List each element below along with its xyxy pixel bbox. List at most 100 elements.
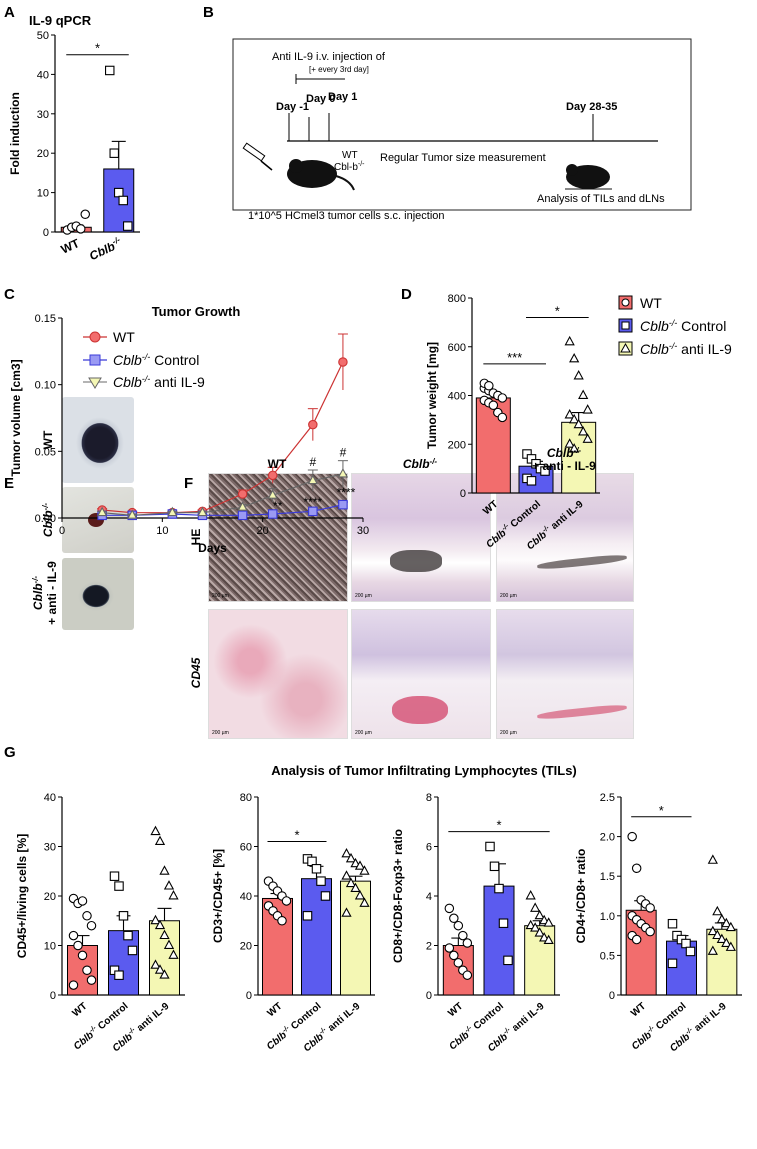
data-point xyxy=(569,413,580,424)
data-point xyxy=(540,466,550,476)
category-label: WT xyxy=(265,1001,284,1019)
category-label-text: Control xyxy=(94,1001,131,1034)
y-axis-label: Tumor volume [cm3] xyxy=(9,359,23,476)
chart-title: Tumor Growth xyxy=(152,304,241,319)
data-point xyxy=(159,969,170,979)
data-point xyxy=(168,890,179,900)
legend-c-anti-text: anti IL-9 xyxy=(150,374,205,390)
category-label-text: anti IL-9 xyxy=(690,1001,729,1036)
histology-col-wt: WT xyxy=(268,457,287,471)
data-point xyxy=(569,443,580,453)
data-point xyxy=(564,409,575,419)
legend-c-wt: WT xyxy=(113,329,135,345)
y-tick-label: 30 xyxy=(44,842,56,854)
data-point xyxy=(359,897,370,907)
data-point xyxy=(525,890,536,900)
data-point xyxy=(168,949,179,959)
data-point xyxy=(497,412,508,423)
data-point xyxy=(150,959,161,969)
category-label-sup: -/- xyxy=(464,1024,474,1034)
scale-bar-3: 200 µm xyxy=(500,593,517,599)
y-tick-label: 0 xyxy=(246,990,252,1002)
mouse-ko-gene: Cbl-b xyxy=(334,162,358,173)
data-point xyxy=(114,881,124,891)
x-tick-label: 30 xyxy=(357,525,369,537)
data-point xyxy=(345,852,357,863)
legend-d: WT Cblb-/- Control Cblb-/- anti IL-9 xyxy=(618,295,732,357)
data-point xyxy=(127,509,138,519)
legend-c-anti-marker xyxy=(88,377,102,389)
histology-cd45-wt xyxy=(208,609,348,739)
tumor-photo-anti xyxy=(62,558,134,630)
data-point xyxy=(277,915,287,926)
category-label-sup: -/- xyxy=(684,1026,694,1036)
histology-col-cblb-sup: -/- xyxy=(430,457,438,466)
y-tick-label: 800 xyxy=(448,293,466,305)
panel-letter-b: B xyxy=(203,4,214,21)
label-day-m1: Day -1 xyxy=(276,101,309,113)
legend-d-wt-marker xyxy=(621,298,630,307)
data-point xyxy=(118,911,129,921)
data-point xyxy=(150,914,161,925)
data-point xyxy=(308,419,318,430)
y-tick-label: 0.00 xyxy=(35,513,56,525)
y-tick-label: 200 xyxy=(448,439,466,451)
data-point xyxy=(308,506,318,517)
histology-he-anti xyxy=(496,473,634,602)
data-point xyxy=(267,509,278,519)
data-point xyxy=(80,209,91,220)
data-point xyxy=(354,860,366,870)
injection-label: Anti IL-9 i.v. injection of xyxy=(272,51,386,63)
series-line xyxy=(102,361,344,514)
data-point xyxy=(444,943,455,953)
y-tick-label: 0 xyxy=(50,990,56,1002)
data-point xyxy=(77,896,88,906)
analysis-label: Analysis of TILs and dLNs xyxy=(537,193,665,205)
data-point xyxy=(725,941,736,951)
mouse-ko-sup: -/- xyxy=(358,161,365,168)
y-tick-label: 0 xyxy=(426,990,432,1002)
data-point xyxy=(82,911,92,921)
significance-label: * xyxy=(496,818,501,833)
photo-label-wt: WT xyxy=(41,430,55,449)
tumor-photo-wt xyxy=(62,397,134,483)
panel-letter-g: G xyxy=(4,744,16,761)
data-point xyxy=(489,861,500,872)
bar xyxy=(483,885,515,996)
histology-cd45-anti xyxy=(496,609,634,739)
legend-c-wt-marker xyxy=(89,331,101,343)
y-tick-label: 20 xyxy=(240,941,252,953)
y-tick-label: 1.0 xyxy=(600,911,615,923)
legend-c-ctrl-text: Control xyxy=(150,352,199,368)
data-point xyxy=(530,922,541,932)
injection-frequency: [+ every 3rd day] xyxy=(309,65,369,74)
category-sup: -/- xyxy=(111,235,122,246)
legend-c: WT Cblb-/- Control Cblb-/- anti IL-9 xyxy=(83,329,205,390)
panel-g-title: Analysis of Tumor Infiltrating Lymphocyt… xyxy=(271,763,577,778)
data-point xyxy=(159,929,170,940)
mouse-icon-right xyxy=(565,164,612,190)
category-label-text: Control xyxy=(506,499,543,532)
y-tick-label: 4 xyxy=(426,891,432,903)
y-axis-label: Tumor weight [mg] xyxy=(425,342,439,449)
histology-row-he: HE xyxy=(189,529,203,546)
histology-col-anti-sup: -/- xyxy=(574,446,582,455)
y-tick-label: 8 xyxy=(426,792,432,804)
category-label: WT xyxy=(70,1001,89,1019)
y-tick-label: 50 xyxy=(37,30,49,42)
label-day-end: Day 28-35 xyxy=(566,101,617,113)
data-point xyxy=(341,847,352,858)
data-point xyxy=(462,938,473,948)
x-tick-label: 10 xyxy=(156,525,168,537)
scale-bar-4: 200 µm xyxy=(212,730,229,736)
photo-label-anti-gene-text: Cblb xyxy=(31,583,45,610)
data-point xyxy=(109,148,120,158)
category-label-text: anti IL-9 xyxy=(133,1001,172,1036)
data-point xyxy=(341,870,352,880)
data-point xyxy=(338,499,348,510)
data-point xyxy=(645,903,655,913)
legend-d-anti: Cblb-/- anti IL-9 xyxy=(640,341,732,357)
